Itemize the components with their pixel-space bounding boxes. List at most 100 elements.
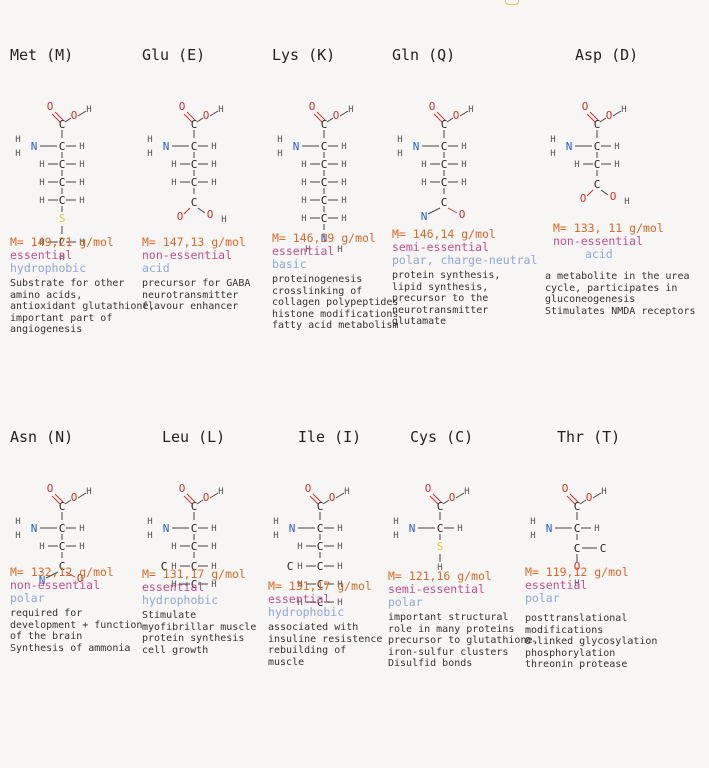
description-line: glutamate: [392, 316, 447, 327]
alpha-carbon: C: [59, 140, 66, 153]
nitrogen-atom: N: [413, 140, 420, 153]
gln-info: M= 146,14 g/mol semi-essential polar, ch…: [392, 228, 552, 328]
bond: [427, 207, 441, 215]
carbon-atom: C: [191, 176, 198, 189]
description-line: important part of: [10, 312, 113, 324]
hydrogen-atom: H: [530, 517, 535, 527]
molar-mass: M= 146,14 g/mol: [392, 227, 496, 241]
bond: [77, 492, 87, 499]
lys-info: M= 146,19 g/mol essential basic proteino…: [272, 232, 432, 332]
bond: [64, 117, 72, 123]
description-line: associated with: [268, 622, 359, 633]
carbon-atom: C: [321, 158, 328, 171]
carbon-atom: C: [317, 596, 324, 609]
bond: [326, 117, 334, 123]
description-line: Stimulate: [142, 610, 197, 621]
carbon-atom: C: [161, 560, 168, 573]
description-line: a metabolite in the urea: [545, 271, 690, 282]
hydrogen-atom: H: [86, 105, 91, 115]
nitrogen-atom: N: [31, 522, 38, 535]
description: Stimulate myofibrillar muscle protein sy…: [142, 610, 302, 656]
carbon-atom: C: [191, 540, 198, 553]
hydrogen-atom: H: [39, 178, 44, 188]
description-line: Disulfid bonds: [388, 658, 473, 669]
hydrogen-atom: H: [301, 214, 306, 224]
bond: [197, 207, 206, 214]
double-bond: [54, 111, 64, 121]
description-line: myofibrillar muscle: [142, 621, 257, 633]
hydrogen-atom: H: [211, 542, 216, 552]
chemical-property: acid: [585, 247, 613, 261]
description: posttranslational modifications O-linked…: [525, 613, 705, 671]
molar-mass: M= 131,17 g/mol: [268, 579, 372, 593]
carbon-atom: C: [59, 560, 66, 573]
oxygen-atom: O: [207, 208, 214, 221]
description-line: Stimulates NMDA receptors: [545, 305, 696, 317]
alpha-carbon: C: [191, 522, 198, 535]
hydrogen-atom: H: [147, 531, 152, 541]
hydrogen-atom: H: [337, 580, 342, 590]
hydrogen-atom: H: [461, 178, 466, 188]
chemical-property: hydrophobic: [10, 261, 87, 275]
description-line: rebuilding of: [268, 645, 347, 656]
chemical-property: polar, charge-neutral: [392, 253, 538, 267]
bond: [339, 110, 349, 117]
amino-acid-name: Asn (N): [10, 428, 74, 446]
bond: [45, 571, 59, 579]
description-line: angiogenesis: [10, 324, 83, 335]
carbon-atom: C: [191, 196, 198, 209]
bond: [77, 110, 87, 117]
description-line: crosslinking of: [272, 285, 363, 297]
oxygen-atom: O: [203, 491, 210, 504]
hydrogen-atom: H: [277, 135, 282, 145]
bond: [579, 499, 587, 505]
bond: [322, 499, 330, 505]
alpha-carbon: C: [59, 522, 66, 535]
carbon-atom: C: [317, 540, 324, 553]
carbon-atom: C: [191, 158, 198, 171]
carbon-atom: C: [59, 176, 66, 189]
hydrogen-atom: H: [421, 178, 426, 188]
carbon-atom: C: [574, 500, 581, 513]
carbon-atom: C: [317, 578, 324, 591]
molar-mass: M= 131,17 g/mol: [142, 567, 246, 581]
description: important structural role in many protei…: [388, 612, 558, 670]
chemical-property: hydrophobic: [268, 605, 345, 619]
hydrogen-atom: H: [574, 579, 579, 589]
double-bond: [51, 495, 61, 505]
nitrogen-atom: N: [421, 210, 428, 223]
hydrogen-atom: H: [301, 196, 306, 206]
nitrogen-atom: N: [163, 140, 170, 153]
hydrogen-atom: H: [574, 160, 579, 170]
description-line: protein synthesis: [142, 633, 245, 644]
double-bond: [586, 189, 594, 197]
hydrogen-atom: H: [15, 517, 20, 527]
hydrogen-atom: H: [79, 196, 84, 206]
hydrogen-atom: H: [624, 197, 629, 207]
carbon-atom: C: [321, 118, 328, 131]
double-bond: [316, 111, 326, 121]
hydrogen-atom: H: [550, 149, 555, 159]
description-line: cycle, participates in: [545, 282, 678, 294]
carbon-atom: C: [321, 194, 328, 207]
double-bond: [312, 493, 322, 503]
carbon-atom: C: [441, 118, 448, 131]
hydrogen-atom: H: [79, 524, 84, 534]
bond: [196, 117, 204, 123]
nitrogen-atom: N: [293, 140, 300, 153]
hydrogen-atom: H: [341, 160, 346, 170]
hydrogen-atom: H: [341, 214, 346, 224]
double-bond: [447, 207, 458, 214]
description-line: cell growth: [142, 644, 209, 656]
oxygen-atom: O: [305, 482, 312, 495]
oxygen-atom: O: [47, 100, 54, 113]
oxygen-atom: O: [425, 482, 432, 495]
essentiality-class: essential: [10, 248, 73, 262]
asp-info: M= 133, 11 g/mol non-essential acid a me…: [545, 222, 709, 317]
double-bond: [183, 113, 193, 123]
bond: [442, 499, 450, 505]
